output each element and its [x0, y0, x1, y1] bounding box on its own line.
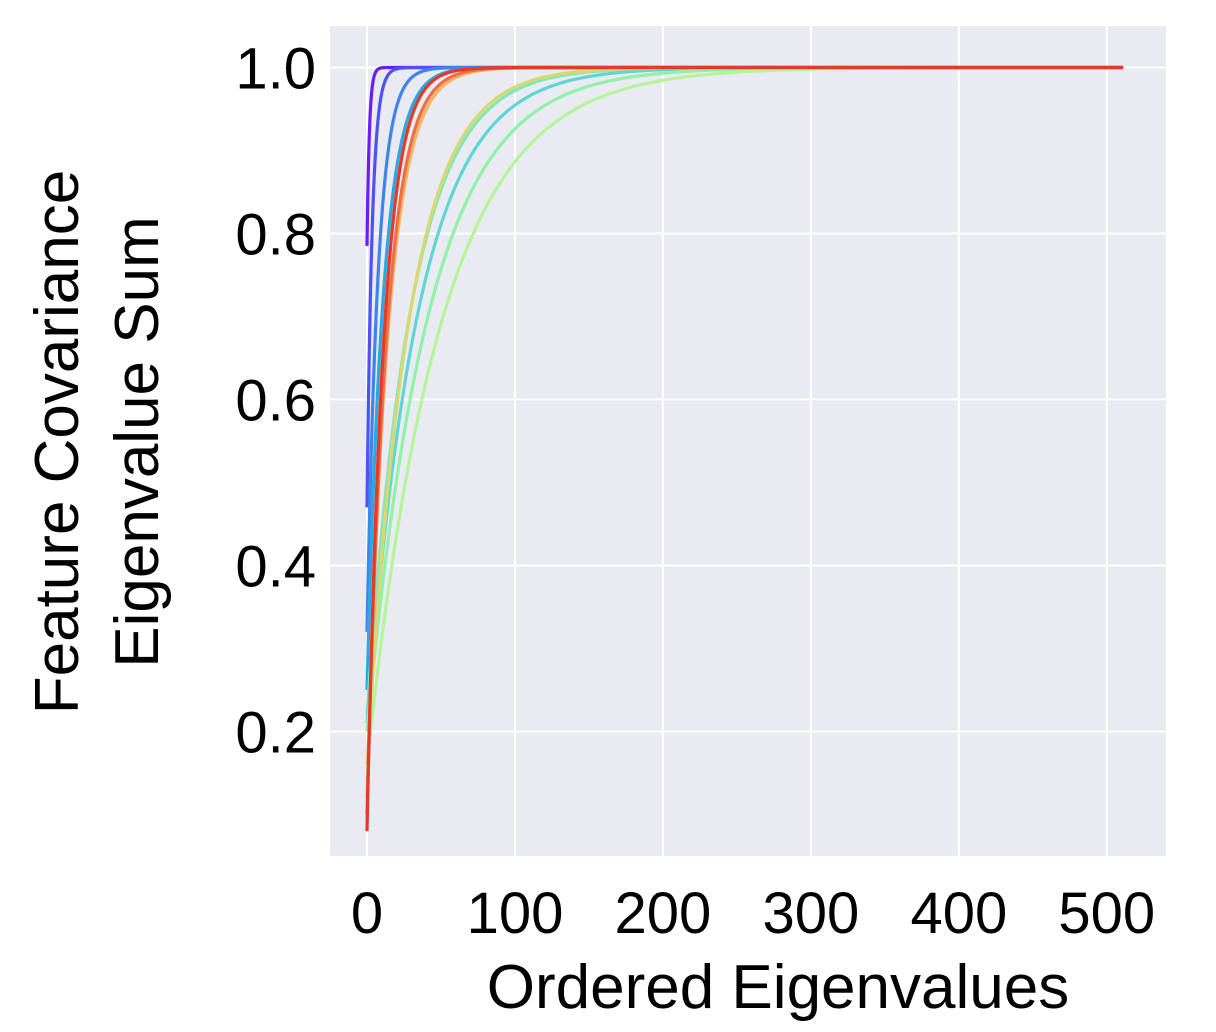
y-tick-label: 1.0 — [235, 37, 316, 102]
y-tick-label: 0.8 — [235, 203, 316, 268]
series-line-12 — [365, 65, 1124, 832]
x-tick-label: 400 — [910, 881, 1007, 946]
y-tick-label: 0.4 — [235, 535, 316, 600]
y-tick-labels: 0.2 0.4 0.6 0.8 1.0 — [235, 37, 316, 766]
series-lines — [365, 65, 1124, 832]
x-tick-label: 100 — [467, 881, 564, 946]
y-axis-label-line-1: Feature Covariance — [23, 170, 92, 715]
x-tick-label: 500 — [1058, 881, 1155, 946]
y-tick-label: 0.6 — [235, 369, 316, 434]
x-tick-label: 200 — [615, 881, 712, 946]
plot-background — [330, 26, 1166, 856]
x-tick-label: 0 — [351, 881, 383, 946]
x-tick-labels: 0 100 200 300 400 500 — [351, 881, 1155, 946]
y-axis-label-line-2: Eigenvalue Sum — [103, 216, 172, 668]
x-axis-label: Ordered Eigenvalues — [487, 953, 1069, 1022]
y-tick-label: 0.2 — [235, 701, 316, 766]
x-tick-label: 300 — [762, 881, 859, 946]
